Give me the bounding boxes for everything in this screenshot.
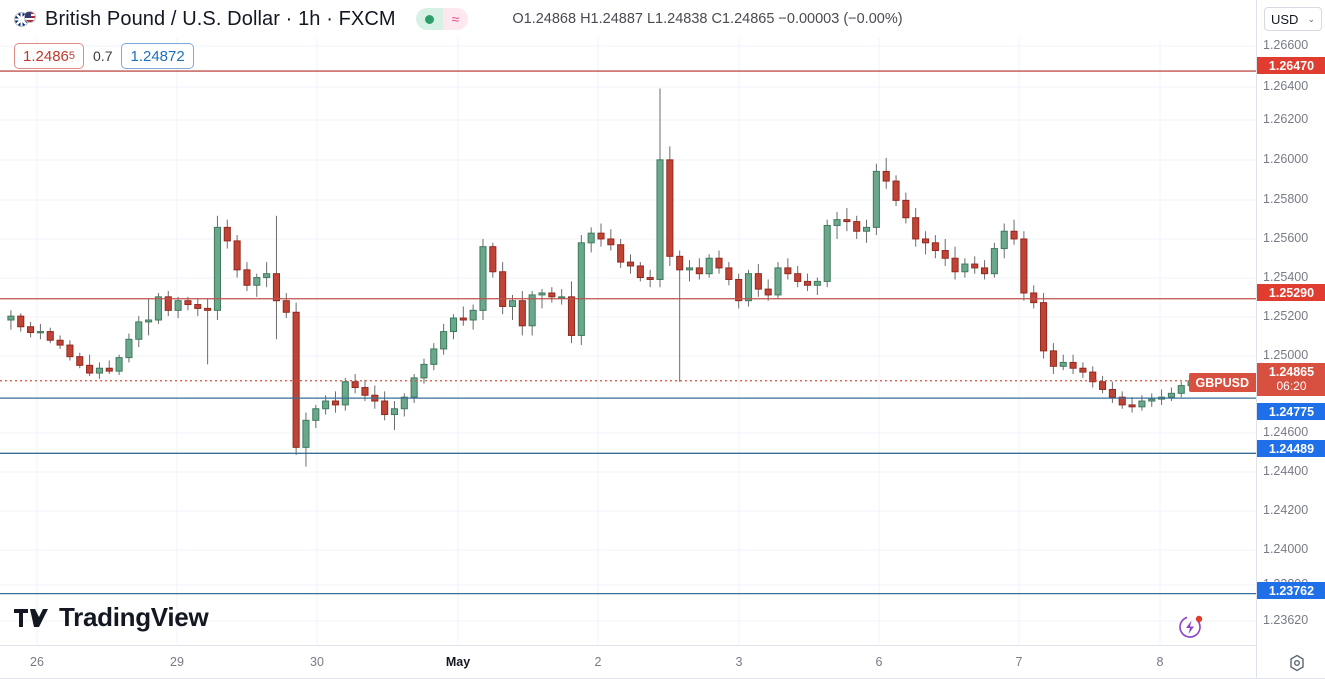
page-title[interactable]: British Pound / U.S. Dollar · 1h · FXCM xyxy=(45,7,396,30)
time-tick: 26 xyxy=(30,655,44,669)
price-tick: 1.26000 xyxy=(1263,152,1309,166)
price-tick: 1.26600 xyxy=(1263,38,1309,52)
market-open-badge[interactable] xyxy=(415,8,443,30)
time-tick: 6 xyxy=(875,655,883,669)
time-tick: 29 xyxy=(170,655,184,669)
price-tick: 1.24000 xyxy=(1263,542,1309,556)
price-tick: 1.25400 xyxy=(1263,270,1309,284)
tradingview-logo-icon xyxy=(14,607,50,629)
notification-dot xyxy=(1195,615,1203,623)
time-tick: May xyxy=(445,655,471,669)
ohlc-legend: O1.24868 H1.24887 L1.24838 C1.24865 −0.0… xyxy=(512,11,903,27)
current-price-value: 1.24865 xyxy=(1268,365,1315,380)
price-line-tag[interactable]: 1.24775 xyxy=(1257,403,1325,420)
price-line-tag[interactable]: 1.25290 xyxy=(1257,284,1325,301)
approx-data-badge[interactable]: ≈ xyxy=(442,8,469,30)
bid-price-value: 1.2486 xyxy=(23,47,69,65)
tradingview-logo-text: TradingView xyxy=(59,602,209,632)
price-scale[interactable]: USD ⌄ 1.26600 1.26400 1.26200 1.26000 1.2580… xyxy=(1256,0,1325,645)
quote-row: 1.2486 5 0.7 1.24872 xyxy=(14,42,194,70)
price-line-tag[interactable]: 1.24489 xyxy=(1257,440,1325,457)
chart-header: British Pound / U.S. Dollar · 1h · FXCM … xyxy=(0,0,1265,38)
time-tick: 3 xyxy=(735,655,743,669)
price-line-tag[interactable]: 1.23762 xyxy=(1257,582,1325,599)
scale-divider xyxy=(1256,645,1257,679)
price-tick: 1.26200 xyxy=(1263,112,1309,126)
time-tick: 2 xyxy=(594,655,602,669)
price-tick: 1.24400 xyxy=(1263,464,1309,478)
symbol-price-tag: GBPUSD xyxy=(1188,373,1256,392)
price-tick: 1.25600 xyxy=(1263,231,1309,245)
price-tick: 1.24600 xyxy=(1263,425,1309,439)
chart-canvas[interactable] xyxy=(0,38,1256,644)
bid-price-box[interactable]: 1.2486 5 xyxy=(14,43,85,69)
candlestick-plot xyxy=(0,38,1256,644)
ask-price-box[interactable]: 1.24872 xyxy=(121,43,194,69)
gbp-usd-flags-icon xyxy=(14,11,36,27)
tradingview-logo: TradingView xyxy=(14,602,209,633)
bid-last-digit: 5 xyxy=(68,50,76,62)
price-tick: 1.25000 xyxy=(1263,348,1309,362)
currency-value: USD xyxy=(1271,11,1299,27)
time-scale[interactable]: 26 29 30 May 2 3 6 7 8 xyxy=(0,645,1256,679)
price-tick: 1.25800 xyxy=(1263,192,1309,206)
lightning-alerts-icon[interactable] xyxy=(1176,611,1206,641)
current-price-tag[interactable]: 1.24865 06:20 xyxy=(1257,363,1325,396)
currency-select[interactable]: USD ⌄ xyxy=(1264,7,1322,31)
ask-price-value: 1.24872 xyxy=(130,47,185,65)
price-tick: 1.24200 xyxy=(1263,503,1309,517)
status-badges: ≈ xyxy=(415,8,469,30)
time-tick: 7 xyxy=(1015,655,1023,669)
time-tick: 30 xyxy=(310,655,324,669)
chart-settings-icon[interactable] xyxy=(1285,651,1309,675)
price-line-tag[interactable]: 1.26470 xyxy=(1257,57,1325,74)
current-price-time: 06:20 xyxy=(1276,378,1307,393)
price-tick: 1.23620 xyxy=(1263,613,1309,627)
price-tick: 1.25200 xyxy=(1263,309,1309,323)
time-tick: 8 xyxy=(1156,655,1164,669)
spread-value: 0.7 xyxy=(93,48,113,64)
chevron-down-icon: ⌄ xyxy=(1307,13,1315,24)
price-tick: 1.26400 xyxy=(1263,79,1309,93)
green-dot-icon xyxy=(424,14,434,24)
